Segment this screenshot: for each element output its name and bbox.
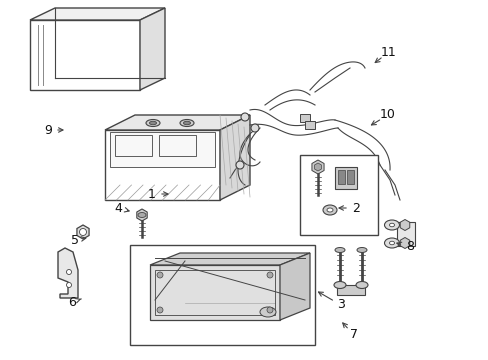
Text: 6: 6 bbox=[68, 296, 76, 309]
Ellipse shape bbox=[180, 120, 194, 126]
Ellipse shape bbox=[333, 282, 346, 288]
Circle shape bbox=[236, 161, 244, 169]
Ellipse shape bbox=[384, 238, 399, 248]
Ellipse shape bbox=[183, 121, 190, 125]
Bar bbox=[299, 114, 309, 122]
Bar bbox=[396, 222, 414, 246]
Polygon shape bbox=[220, 115, 249, 200]
Circle shape bbox=[250, 124, 259, 132]
Bar bbox=[336, 285, 364, 295]
Text: 8: 8 bbox=[405, 240, 413, 253]
Text: 1: 1 bbox=[148, 188, 156, 201]
Circle shape bbox=[66, 270, 71, 274]
Ellipse shape bbox=[356, 248, 366, 252]
Text: 3: 3 bbox=[336, 298, 344, 311]
Ellipse shape bbox=[149, 121, 156, 125]
Polygon shape bbox=[30, 8, 164, 20]
Ellipse shape bbox=[146, 120, 160, 126]
Circle shape bbox=[157, 307, 163, 313]
Ellipse shape bbox=[389, 241, 394, 245]
Bar bbox=[115, 135, 151, 156]
Ellipse shape bbox=[384, 220, 399, 230]
Polygon shape bbox=[105, 130, 220, 200]
Text: 11: 11 bbox=[380, 45, 396, 58]
Bar bbox=[155, 270, 274, 315]
Polygon shape bbox=[150, 265, 280, 320]
Text: 9: 9 bbox=[44, 123, 52, 136]
Ellipse shape bbox=[355, 282, 367, 288]
Circle shape bbox=[157, 272, 163, 278]
Circle shape bbox=[80, 229, 86, 235]
Ellipse shape bbox=[326, 208, 332, 212]
Bar bbox=[159, 135, 195, 156]
Bar bbox=[334, 167, 356, 189]
Text: 7: 7 bbox=[349, 328, 357, 342]
Ellipse shape bbox=[138, 212, 146, 217]
Polygon shape bbox=[140, 8, 164, 90]
Polygon shape bbox=[150, 253, 309, 265]
Bar bbox=[305, 121, 314, 129]
Ellipse shape bbox=[323, 205, 336, 215]
Bar bbox=[130, 245, 314, 345]
Bar bbox=[346, 170, 353, 184]
Polygon shape bbox=[58, 248, 78, 298]
Text: 10: 10 bbox=[379, 108, 395, 122]
Ellipse shape bbox=[389, 223, 394, 227]
Circle shape bbox=[266, 307, 272, 313]
Bar bbox=[110, 132, 215, 167]
Circle shape bbox=[266, 272, 272, 278]
Bar bbox=[337, 170, 345, 184]
Polygon shape bbox=[30, 20, 140, 90]
Circle shape bbox=[66, 283, 71, 288]
Ellipse shape bbox=[334, 248, 345, 252]
Text: 5: 5 bbox=[71, 234, 79, 247]
Ellipse shape bbox=[260, 307, 275, 317]
Bar bbox=[299, 155, 377, 235]
Polygon shape bbox=[280, 253, 309, 320]
Circle shape bbox=[241, 113, 248, 121]
Text: 2: 2 bbox=[351, 202, 359, 215]
Polygon shape bbox=[105, 115, 249, 130]
Text: 4: 4 bbox=[114, 202, 122, 215]
